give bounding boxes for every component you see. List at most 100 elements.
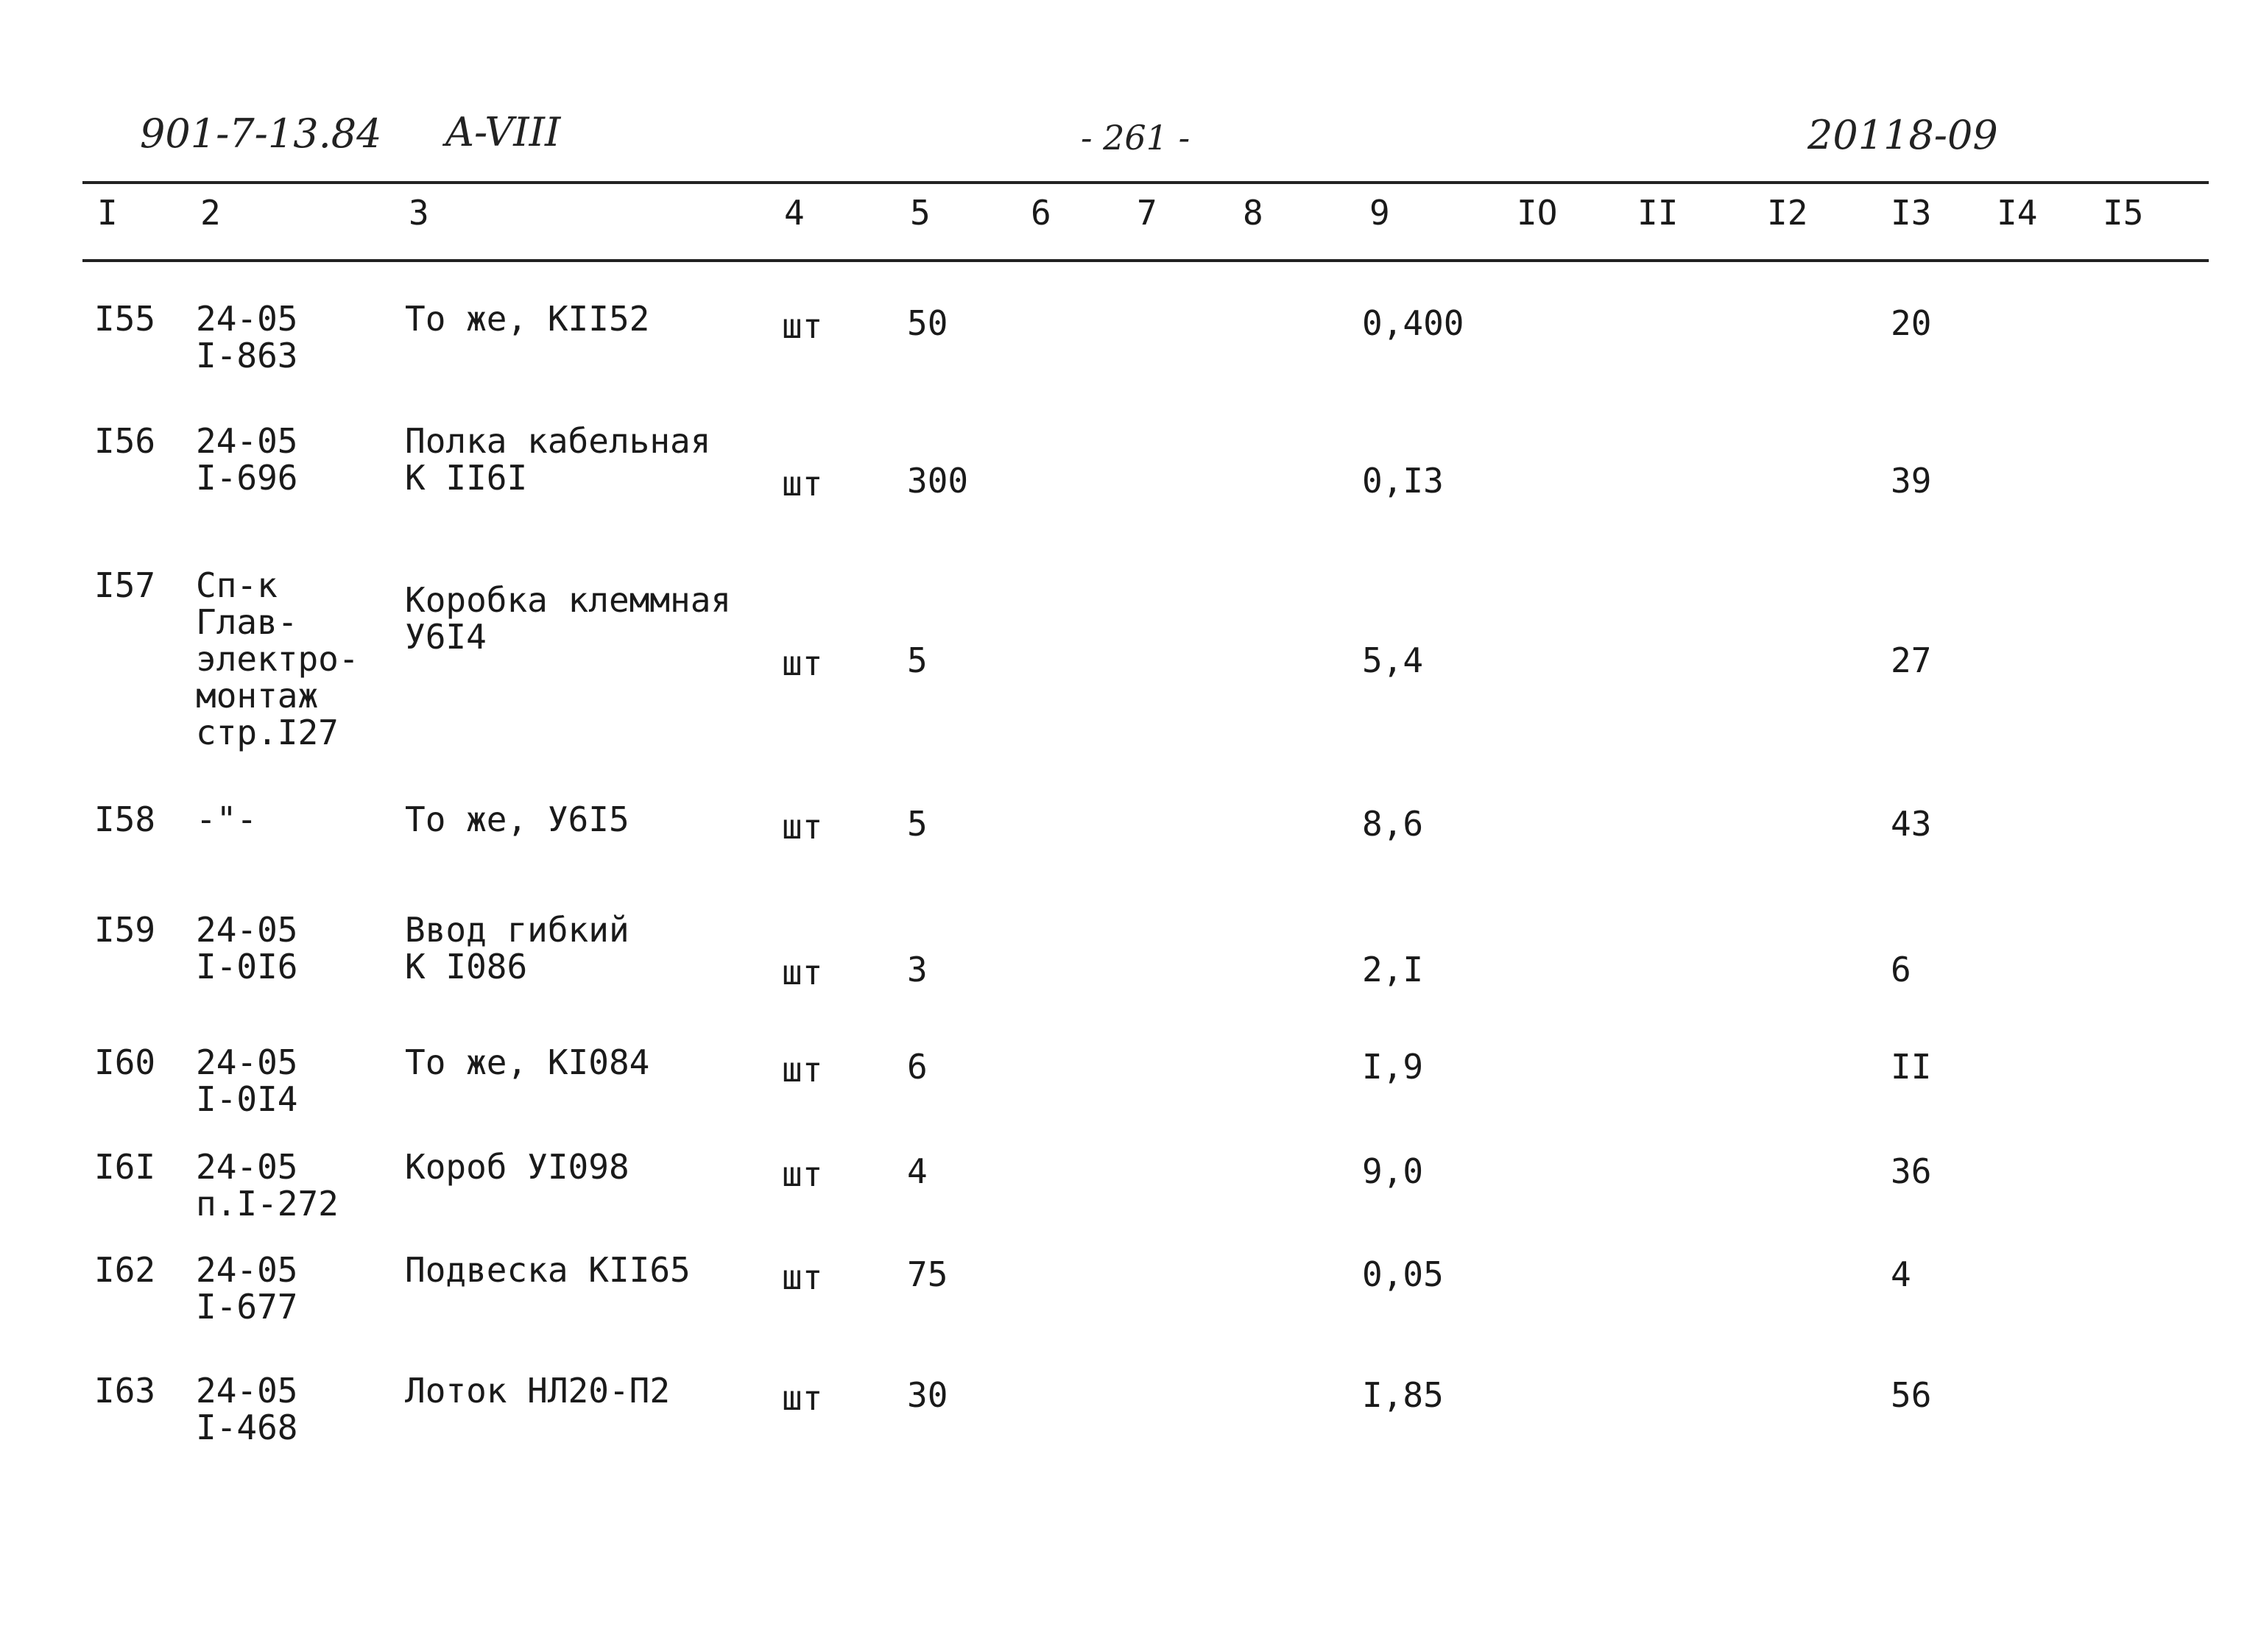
catalog-code: 24-05 I-696 [196,423,297,496]
catalog-code-line: 24-05 [196,1042,298,1082]
quantity: 50 [907,303,948,343]
quantity: 6 [907,1047,928,1087]
row-number: I62 [94,1250,156,1290]
catalog-code: 24-05 I-677 [196,1252,297,1325]
unit: шт [782,807,823,847]
catalog-code-line: I-0I4 [196,1079,298,1119]
catalog-code-line: I-0I6 [196,947,298,986]
item-name: Полка кабельная К II6I [405,423,710,496]
unit-mass: 0,I3 [1362,461,1444,501]
album-code: A-VIII [445,109,561,155]
catalog-code-line: -"- [196,799,258,839]
item-name-line: Подвеска КII65 [405,1250,691,1290]
unit: шт [782,953,823,992]
item-name-line: К I086 [405,947,528,986]
quantity: 5 [907,804,928,844]
quantity: 3 [907,950,928,989]
catalog-code-line: Сп-к [196,565,278,605]
unit-mass: 9,0 [1362,1151,1424,1191]
quantity: 30 [907,1375,948,1415]
catalog-code-line: электро- [196,639,359,679]
total-mass: 43 [1891,804,1932,844]
unit-mass: 2,I [1362,950,1424,989]
column-number: II [1637,193,1679,233]
item-name-line: То же, КII52 [405,299,650,339]
column-number: 5 [910,193,931,233]
quantity: 300 [907,461,969,501]
page-number: - 261 - [1081,118,1191,158]
unit: шт [782,306,823,346]
item-name-line: К II6I [405,458,528,498]
item-name: Подвеска КII65 [405,1252,691,1288]
item-name-line: Полка кабельная [405,421,711,461]
unit: шт [782,1378,823,1418]
catalog-code-line: 24-05 [196,1147,298,1187]
catalog-code-line: п.I-272 [196,1184,339,1224]
sheet-code: 20118-09 [1807,112,1998,158]
catalog-code-line: 24-05 [196,1250,298,1290]
catalog-code: 24-05 I-468 [196,1372,297,1446]
item-name: Короб УI098 [405,1148,629,1185]
unit-mass: I,85 [1362,1375,1444,1415]
unit-mass: 5,4 [1362,640,1424,680]
column-number: 8 [1243,193,1263,233]
total-mass: 27 [1891,640,1932,680]
quantity: 4 [907,1151,928,1191]
unit: шт [782,1257,823,1297]
column-number: I2 [1767,193,1808,233]
unit: шт [782,643,823,683]
total-mass: 56 [1891,1375,1932,1415]
item-name-line: Коробка клеммная [405,580,732,620]
catalog-code-line: монтаж [196,676,319,716]
catalog-code: Сп-к Глав-электро-монтаж стр.I27 [196,567,359,751]
total-mass: 6 [1891,950,1911,989]
total-mass: 20 [1891,303,1932,343]
column-number: 7 [1137,193,1157,233]
unit-mass: 0,05 [1362,1254,1444,1294]
row-number: I55 [94,299,156,339]
unit-mass: 0,400 [1362,303,1464,343]
column-number: I4 [1997,193,2038,233]
total-mass: 39 [1891,461,1932,501]
unit: шт [782,464,823,504]
row-number: I6I [94,1147,156,1187]
unit-mass: 8,6 [1362,804,1424,844]
catalog-code-line: 24-05 [196,1371,298,1411]
item-name-line: То же, КI084 [405,1042,650,1082]
doc-number: 901-7-13.84 [140,110,382,157]
catalog-code: -"- [196,801,257,838]
total-mass: II [1891,1047,1932,1087]
quantity: 75 [907,1254,948,1294]
header-bottom-rule [82,259,2209,262]
catalog-code: 24-05 I-863 [196,300,297,374]
header-top-rule [82,181,2209,184]
unit-mass: I,9 [1362,1047,1424,1087]
item-name-line: У6I4 [405,617,487,657]
item-name-line: Лоток НЛ20-П2 [405,1371,671,1411]
item-name: То же, У6I5 [405,801,629,838]
total-mass: 4 [1891,1254,1911,1294]
catalog-code-line: Глав- [196,602,298,642]
row-number: I56 [94,421,156,461]
catalog-code-line: стр.I27 [196,713,339,752]
catalog-code-line: 24-05 [196,299,298,339]
item-name-line: Короб УI098 [405,1147,629,1187]
item-name: Коробка клеммная У6I4 [405,582,731,655]
item-name-line: То же, У6I5 [405,799,629,839]
unit: шт [782,1154,823,1194]
catalog-code: 24-05 I-0I4 [196,1044,297,1118]
catalog-code-line: I-677 [196,1287,298,1327]
row-number: I59 [94,910,156,950]
column-number: 4 [784,193,805,233]
catalog-code: 24-05 I-0I6 [196,911,297,985]
item-name: Лоток НЛ20-П2 [405,1372,670,1409]
item-name: То же, КI084 [405,1044,649,1081]
total-mass: 36 [1891,1151,1932,1191]
catalog-code-line: 24-05 [196,910,298,950]
column-number: 2 [200,193,221,233]
catalog-code-line: I-696 [196,458,298,498]
row-number: I60 [94,1042,156,1082]
column-number: 6 [1031,193,1051,233]
catalog-code: 24-05 п.I-272 [196,1148,339,1222]
catalog-code-line: 24-05 [196,421,298,461]
